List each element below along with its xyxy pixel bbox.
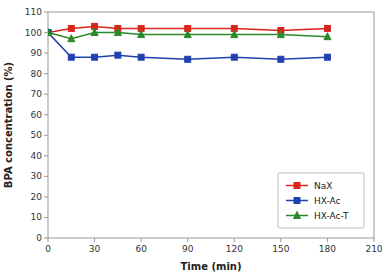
x-tick-label: 0 xyxy=(45,244,51,254)
series xyxy=(48,30,330,63)
x-tick xyxy=(327,238,328,242)
y-tick xyxy=(44,114,48,115)
y-tick xyxy=(44,135,48,136)
legend-label: HX-Ac xyxy=(314,196,341,206)
x-tick xyxy=(48,238,49,242)
y-tick-label: 50 xyxy=(31,130,43,140)
y-tick xyxy=(44,12,48,13)
y-tick-label: 70 xyxy=(31,89,43,99)
y-tick xyxy=(44,176,48,177)
chart: 0 30 60 90 120 150 180 210 0 10 20 30 40 50 60 70 80 90 10… xyxy=(0,0,388,276)
point xyxy=(68,25,74,31)
y-tick-label: 60 xyxy=(31,110,43,120)
x-axis-label: Time (min) xyxy=(180,261,241,272)
y-tick-label: 80 xyxy=(31,69,43,79)
y-tick xyxy=(44,73,48,74)
point xyxy=(91,29,98,36)
legend-box xyxy=(278,173,364,228)
legend-marker xyxy=(294,198,300,204)
y-tick xyxy=(44,196,48,197)
y-tick-label: 40 xyxy=(31,151,43,161)
x-tick xyxy=(187,238,188,242)
y-axis-label: BPA concentration (%) xyxy=(3,62,14,188)
x-tick-label: 120 xyxy=(226,244,243,254)
y-tick-label: 110 xyxy=(25,7,42,17)
point xyxy=(324,25,330,31)
point xyxy=(278,56,284,62)
x-tick-label: 150 xyxy=(272,244,289,254)
y-tick-label: 0 xyxy=(36,233,42,243)
point xyxy=(231,54,237,60)
point xyxy=(231,31,238,38)
y-tick-label: 20 xyxy=(31,192,43,202)
x-tick xyxy=(374,238,375,242)
point xyxy=(138,54,144,60)
point xyxy=(138,31,145,38)
y-tick xyxy=(44,53,48,54)
point xyxy=(185,56,191,62)
x-tick-label: 180 xyxy=(319,244,336,254)
series xyxy=(48,29,331,42)
y-tick xyxy=(44,155,48,156)
y-tick xyxy=(44,217,48,218)
y-tick xyxy=(44,238,48,239)
point xyxy=(324,33,331,40)
legend: NaX HX-Ac HX-Ac-T xyxy=(278,173,364,228)
legend-label: NaX xyxy=(314,181,332,191)
y-tick-label: 30 xyxy=(31,171,43,181)
point xyxy=(68,35,75,42)
y-tick-label: 90 xyxy=(31,48,43,58)
x-tick-label: 60 xyxy=(135,244,147,254)
point xyxy=(68,54,74,60)
point xyxy=(277,31,284,38)
legend-label: HX-Ac-T xyxy=(314,211,349,221)
x-tick-label: 90 xyxy=(182,244,194,254)
y-tick-label: 100 xyxy=(25,28,42,38)
point xyxy=(48,29,52,36)
point xyxy=(184,31,191,38)
y-tick xyxy=(44,94,48,95)
plot-area xyxy=(48,23,331,62)
y-tick xyxy=(44,32,48,33)
point xyxy=(115,52,121,58)
point xyxy=(324,54,330,60)
legend-marker xyxy=(294,183,300,189)
x-tick-label: 30 xyxy=(89,244,101,254)
x-tick xyxy=(141,238,142,242)
x-tick xyxy=(280,238,281,242)
y-tick-label: 10 xyxy=(31,212,43,222)
x-tick xyxy=(234,238,235,242)
plot-frame xyxy=(48,12,374,238)
x-tick xyxy=(94,238,95,242)
point xyxy=(92,54,98,60)
legend-marker xyxy=(294,212,301,219)
x-tick-label: 210 xyxy=(365,244,382,254)
point xyxy=(114,29,121,36)
